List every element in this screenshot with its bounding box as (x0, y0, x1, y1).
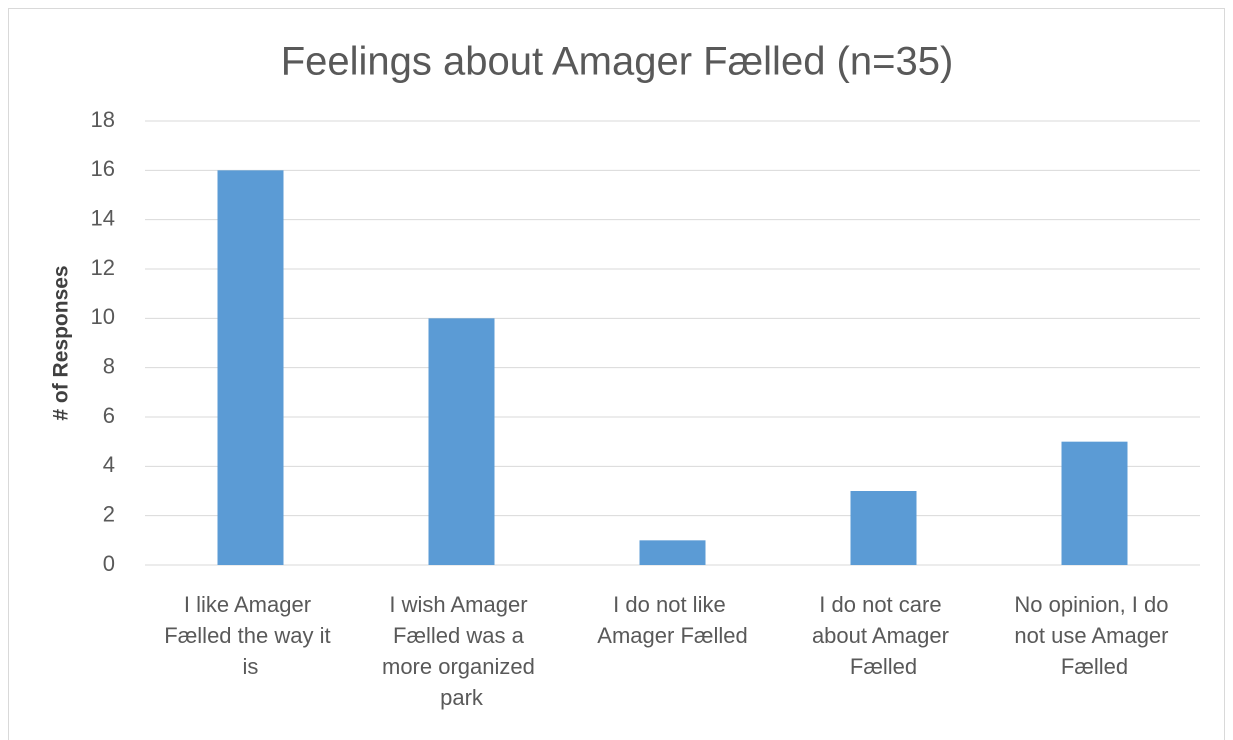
y-tick-label: 6 (103, 403, 115, 428)
y-tick-label: 18 (91, 107, 115, 132)
y-tick-label: 16 (91, 156, 115, 181)
x-tick-label: I do not like Amager Fælled (597, 592, 747, 648)
bar (428, 318, 495, 565)
x-tick-label: No opinion, I do not use Amager Fælled (1014, 592, 1174, 679)
y-axis-label: # of Responses (50, 265, 73, 420)
bar (639, 540, 706, 565)
chart-border (8, 8, 1225, 740)
y-tick-label: 0 (103, 551, 115, 576)
y-tick-label: 12 (91, 255, 115, 280)
bar (850, 491, 917, 565)
chart-title: Feelings about Amager Fælled (n=35) (281, 40, 954, 84)
x-tick-label: I do not care about Amager Fælled (812, 592, 955, 679)
y-tick-label: 8 (103, 353, 115, 378)
x-tick-label: I like Amager Fælled the way it is (164, 592, 336, 679)
y-tick-label: 14 (91, 205, 115, 230)
x-tick-label: I wish Amager Fælled was a more organize… (382, 592, 541, 710)
bar (217, 170, 284, 566)
bar (1061, 441, 1128, 565)
y-tick-label: 4 (103, 452, 115, 477)
y-tick-label: 2 (103, 501, 115, 526)
y-tick-label: 10 (91, 304, 115, 329)
